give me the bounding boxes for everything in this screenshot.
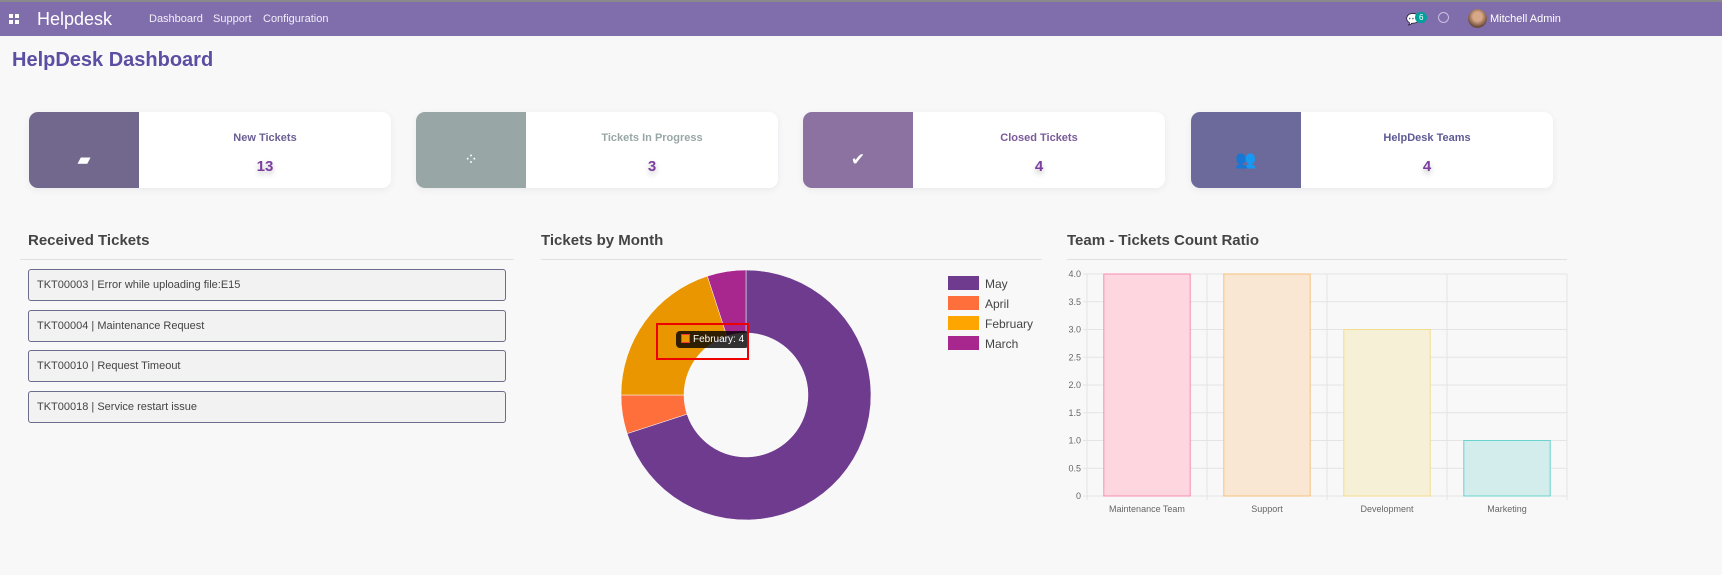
card-value: 13: [256, 158, 274, 175]
card-value: 4: [1422, 158, 1432, 175]
chart-tooltip: February: 4: [676, 331, 750, 348]
card-label: Tickets In Progress: [601, 132, 703, 144]
app-brand[interactable]: Helpdesk: [37, 9, 113, 29]
bar-maintenance-team[interactable]: [1103, 273, 1191, 497]
menu-configuration[interactable]: Configuration: [263, 13, 329, 25]
y-tick-label: 0.5: [1068, 463, 1081, 473]
legend-april[interactable]: April: [948, 296, 1009, 311]
legend-march[interactable]: March: [948, 336, 1018, 351]
avatar[interactable]: [1468, 9, 1487, 28]
card-label: HelpDesk Teams: [1383, 132, 1471, 144]
legend-may[interactable]: May: [948, 276, 1008, 291]
x-tick-label: Development: [1360, 504, 1414, 514]
donut-slice-may[interactable]: [626, 269, 872, 521]
tooltip-text: February: 4: [693, 334, 745, 345]
divider: [541, 259, 1042, 260]
legend-february[interactable]: February: [948, 316, 1033, 331]
card-value: 3: [647, 158, 657, 175]
bar-support[interactable]: [1223, 273, 1311, 497]
y-tick-label: 3.5: [1068, 297, 1081, 307]
y-tick-label: 2.0: [1068, 380, 1081, 390]
ticket-item[interactable]: TKT00018 | Service restart issue: [28, 391, 506, 423]
ticket-item[interactable]: TKT00003 | Error while uploading file:E1…: [28, 269, 506, 301]
users-icon: 👥: [1191, 112, 1301, 188]
user-menu[interactable]: Mitchell Admin: [1490, 13, 1561, 25]
card-closed-tickets[interactable]: ✔ Closed Tickets 4: [803, 112, 1165, 188]
card-tickets-in-progress[interactable]: ⁘ Tickets In Progress 3: [416, 112, 778, 188]
menu-dashboard[interactable]: Dashboard: [149, 13, 203, 25]
card-label: New Tickets: [233, 132, 297, 144]
x-tick-label: Maintenance Team: [1109, 504, 1185, 514]
apps-grid-icon[interactable]: [9, 14, 19, 24]
legend-label: March: [985, 337, 1019, 351]
y-tick-label: 3.0: [1068, 325, 1081, 335]
inbox-icon: ▰: [29, 112, 139, 188]
ticket-item[interactable]: TKT00004 | Maintenance Request: [28, 310, 506, 342]
bar-development[interactable]: [1343, 329, 1431, 497]
activity-clock-icon[interactable]: [1438, 12, 1449, 23]
card-new-tickets[interactable]: ▰ New Tickets 13: [29, 112, 391, 188]
legend-label: May: [985, 277, 1008, 291]
menu-support[interactable]: Support: [213, 13, 252, 25]
divider: [20, 259, 514, 260]
y-tick-label: 2.5: [1068, 352, 1081, 362]
tickets-by-month-title: Tickets by Month: [541, 232, 664, 249]
y-tick-label: 1.5: [1068, 408, 1081, 418]
y-tick-label: 1.0: [1068, 436, 1081, 446]
received-tickets-title: Received Tickets: [28, 232, 150, 249]
y-tick-label: 4.0: [1068, 269, 1081, 279]
chat-count-badge: 6: [1415, 12, 1428, 23]
bar-marketing[interactable]: [1463, 440, 1551, 497]
donut-slice-february[interactable]: [620, 275, 728, 396]
card-value: 4: [1034, 158, 1044, 175]
check-icon: ✔: [803, 112, 913, 188]
highlight-box: [656, 323, 749, 360]
x-tick-label: Marketing: [1487, 504, 1527, 514]
page-title: HelpDesk Dashboard: [12, 49, 214, 71]
card-helpdesk-teams[interactable]: 👥 HelpDesk Teams 4: [1191, 112, 1553, 188]
card-label: Closed Tickets: [1000, 132, 1078, 144]
y-tick-label: 0: [1076, 491, 1081, 501]
ticket-item[interactable]: TKT00010 | Request Timeout: [28, 350, 506, 382]
team-ratio-title: Team - Tickets Count Ratio: [1067, 232, 1259, 249]
spinner-icon: ⁘: [416, 112, 526, 188]
legend-label: February: [985, 317, 1034, 331]
divider: [1067, 259, 1567, 260]
legend-label: April: [985, 297, 1010, 311]
top-navbar: Helpdesk Dashboard Support Configuration…: [0, 0, 1722, 36]
bar-chart: 0 0.5 1.0 1.5 2.0 2.5 3.0 3.5 4.0 Maintenance Tea…: [1068, 269, 1568, 514]
x-tick-label: Support: [1251, 504, 1283, 514]
